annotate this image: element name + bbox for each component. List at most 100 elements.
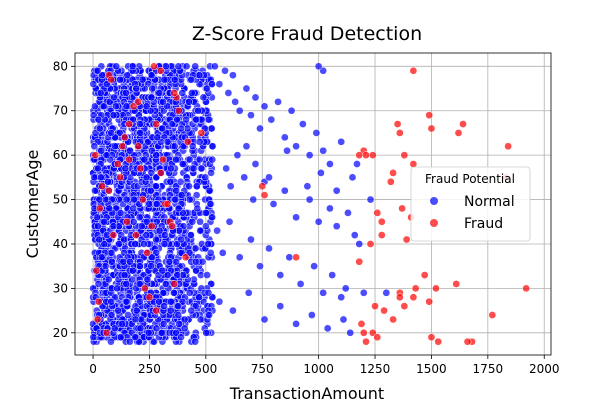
normal-point <box>172 155 180 164</box>
normal-point <box>131 315 140 324</box>
fraud-point <box>94 297 103 306</box>
fraud-point <box>92 266 101 275</box>
x-tick-label: 1500 <box>416 362 447 376</box>
legend-title: Fraud Potential <box>425 172 515 186</box>
fraud-point <box>409 160 418 168</box>
normal-point <box>249 195 258 204</box>
normal-point <box>130 195 138 204</box>
normal-point <box>218 249 227 257</box>
normal-point <box>215 297 224 306</box>
normal-point <box>208 80 216 88</box>
normal-point <box>128 62 137 71</box>
normal-point <box>203 271 211 279</box>
normal-point <box>116 333 125 342</box>
normal-point <box>305 195 314 204</box>
normal-point <box>359 288 368 297</box>
fraud-point <box>138 195 147 204</box>
normal-point <box>136 129 145 137</box>
fraud-point <box>258 182 267 191</box>
normal-point <box>107 249 116 257</box>
normal-point <box>298 120 307 128</box>
normal-point <box>142 173 151 182</box>
normal-point <box>305 151 314 159</box>
normal-point <box>197 164 206 173</box>
normal-point <box>175 320 183 328</box>
normal-point <box>283 146 291 155</box>
fraud-point <box>156 169 165 177</box>
normal-point <box>95 195 104 204</box>
normal-point <box>148 84 157 93</box>
fraud-point <box>123 217 131 226</box>
fraud-point <box>136 164 145 173</box>
normal-point <box>231 98 240 106</box>
normal-point <box>341 284 350 293</box>
y-tick-label: 20 <box>53 326 68 340</box>
fraud-point <box>409 293 418 302</box>
fraud-point <box>434 337 443 346</box>
normal-point <box>174 311 183 319</box>
normal-point <box>137 222 146 231</box>
normal-point <box>350 231 359 239</box>
normal-point <box>256 262 264 271</box>
fraud-point <box>386 177 395 186</box>
fraud-point <box>522 284 531 293</box>
normal-point <box>145 200 154 208</box>
fraud-point <box>362 151 370 159</box>
normal-point <box>192 266 200 275</box>
fraud-point <box>454 129 463 137</box>
fraud-point <box>402 235 411 244</box>
normal-point <box>170 142 179 151</box>
normal-point <box>310 262 318 271</box>
normal-point <box>131 333 140 342</box>
normal-point <box>314 62 323 71</box>
normal-point <box>155 297 163 306</box>
fraud-point <box>152 306 161 315</box>
normal-point <box>308 311 316 319</box>
fraud-point <box>398 204 406 213</box>
normal-point <box>163 271 172 279</box>
normal-point <box>189 164 198 173</box>
normal-point <box>240 173 249 182</box>
normal-point <box>142 231 151 239</box>
normal-point <box>332 186 341 195</box>
normal-point <box>251 160 260 168</box>
fraud-point <box>98 182 106 191</box>
normal-point <box>160 75 169 84</box>
normal-point <box>303 182 312 191</box>
normal-point <box>224 89 233 97</box>
fraud-point <box>109 231 118 239</box>
normal-point <box>109 222 118 231</box>
y-tick-label: 50 <box>53 193 68 207</box>
normal-point <box>96 173 105 182</box>
normal-point <box>205 311 213 319</box>
normal-point <box>192 191 201 199</box>
normal-point <box>90 142 99 151</box>
normal-point <box>128 266 137 275</box>
normal-point <box>93 213 101 222</box>
normal-point <box>314 217 323 226</box>
normal-point <box>185 195 194 204</box>
fraud-point <box>118 142 127 151</box>
normal-point <box>153 200 161 208</box>
normal-point <box>296 280 305 288</box>
normal-point <box>235 253 244 262</box>
normal-point <box>346 328 355 337</box>
normal-point <box>93 66 102 75</box>
normal-point <box>206 249 215 257</box>
normal-point <box>124 311 132 319</box>
x-tick-label: 250 <box>138 362 161 376</box>
normal-point <box>326 160 334 168</box>
normal-point <box>188 89 196 97</box>
normal-point <box>95 124 104 133</box>
x-tick-label: 1750 <box>473 362 504 376</box>
normal-point <box>90 173 99 182</box>
normal-point <box>195 71 204 80</box>
fraud-point <box>452 280 461 288</box>
fraud-point <box>409 66 418 75</box>
fraud-point <box>463 337 472 346</box>
legend-fraud-label: Fraud <box>464 216 503 232</box>
normal-point <box>94 115 103 124</box>
normal-point <box>159 320 168 328</box>
normal-point <box>104 275 113 284</box>
